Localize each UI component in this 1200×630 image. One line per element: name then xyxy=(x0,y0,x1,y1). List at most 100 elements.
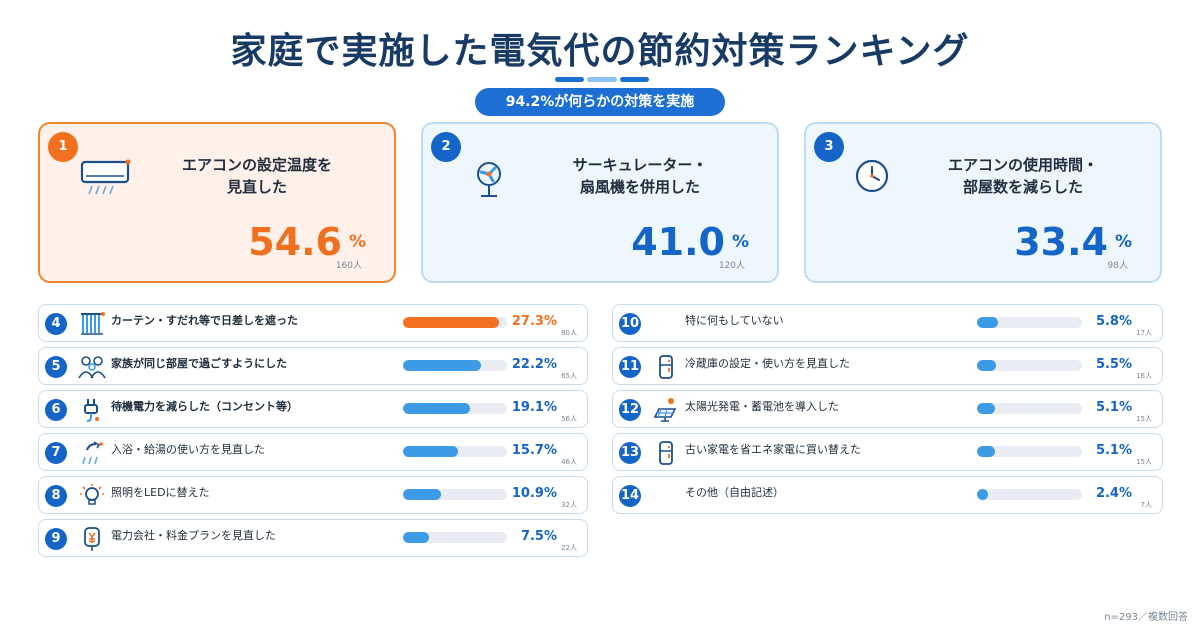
bar xyxy=(977,360,997,371)
bar xyxy=(977,403,996,414)
rank-badge: 5 xyxy=(45,356,67,378)
bar-track xyxy=(403,317,507,328)
rank-badge: 11 xyxy=(619,356,641,378)
percent-unit: % xyxy=(1114,232,1132,252)
respondent-count: 16人 xyxy=(1136,372,1152,380)
respondent-count: 15人 xyxy=(1136,458,1152,466)
rank-badge: 8 xyxy=(45,485,67,507)
bar-track xyxy=(403,360,507,371)
top-value: 54.6 xyxy=(248,220,342,264)
clock-icon xyxy=(855,159,889,193)
row-percent: 19.1% xyxy=(511,400,557,415)
top-value: 41.0 xyxy=(631,220,725,264)
row-percent: 7.5% xyxy=(520,529,557,544)
summary-badge: 94.2%が何らかの対策を実施 xyxy=(475,88,725,116)
bar xyxy=(403,489,442,500)
row-percent: 27.3% xyxy=(511,314,557,329)
row-label: 照明をLEDに替えた xyxy=(111,486,210,499)
solar-panel-icon xyxy=(653,398,677,422)
ranking-row: 14 その他（自由記述） 2.4% 7人 xyxy=(612,476,1163,514)
bar-track xyxy=(403,532,507,543)
respondent-count: 15人 xyxy=(1136,415,1152,423)
family-icon xyxy=(78,356,106,379)
respondent-count: 98人 xyxy=(1107,261,1128,271)
top-card-2: 2 サーキュレーター・ 扇風機を併用した 41.0 % 120人 xyxy=(421,122,779,283)
row-percent: 2.4% xyxy=(1095,486,1132,501)
yen-tag-icon xyxy=(84,527,100,551)
air-conditioner-icon xyxy=(80,159,131,195)
row-label: 電力会社・料金プランを見直した xyxy=(111,529,276,542)
top-card-1: 1 エアコンの設定温度を 見直した 54.6 % 160人 xyxy=(38,122,396,283)
row-label: 太陽光発電・蓄電池を導入した xyxy=(685,400,839,413)
row-label: その他（自由記述） xyxy=(685,486,784,499)
bar-track xyxy=(977,446,1082,457)
rank-badge: 12 xyxy=(619,399,641,421)
bar-track xyxy=(977,360,1082,371)
row-label: 古い家電を省エネ家電に買い替えた xyxy=(685,443,861,456)
respondent-count: 65人 xyxy=(561,372,577,380)
rank-badge: 4 xyxy=(45,313,67,335)
row-percent: 15.7% xyxy=(511,443,557,458)
top-label: エアコンの使用時間・ 部屋数を減らした xyxy=(947,156,1098,196)
respondent-count: 22人 xyxy=(561,544,577,552)
rank-badge: 6 xyxy=(45,399,67,421)
ranking-row: 4 カーテン・すだれ等で日差しを遮った 27.3% 80人 xyxy=(38,304,588,342)
rank-badge: 2 xyxy=(431,132,461,162)
bar-track xyxy=(403,489,507,500)
percent-unit: % xyxy=(348,232,366,252)
ranking-row: 13 古い家電を省エネ家電に買い替えた 5.1% 15人 xyxy=(612,433,1163,471)
ranking-row: 12 太陽光発電・蓄電池を導入した 5.1% 15人 xyxy=(612,390,1163,428)
row-label: 入浴・給湯の使い方を見直した xyxy=(111,443,265,456)
row-percent: 22.2% xyxy=(511,357,557,372)
respondent-count: 32人 xyxy=(561,501,577,509)
sample-size-note: n=293／複数回答 xyxy=(1104,612,1188,623)
respondent-count: 120人 xyxy=(718,261,745,271)
bar xyxy=(403,317,499,328)
bar-track xyxy=(403,446,507,457)
rank-badge: 1 xyxy=(48,132,78,162)
respondent-count: 46人 xyxy=(561,458,577,466)
percent-unit: % xyxy=(731,232,749,252)
shower-icon xyxy=(82,441,103,465)
top-card-3: 3 エアコンの使用時間・ 部屋数を減らした 33.4 % 98人 xyxy=(804,122,1162,283)
bar xyxy=(977,317,998,328)
row-label: 冷蔵庫の設定・使い方を見直した xyxy=(685,357,850,370)
rank-badge: 14 xyxy=(619,485,641,507)
light-bulb-icon xyxy=(80,484,104,505)
respondent-count: 160人 xyxy=(335,261,362,271)
row-label: 特に何もしていない xyxy=(685,314,784,327)
respondent-count: 17人 xyxy=(1136,329,1152,337)
bar-track xyxy=(977,403,1082,414)
row-label: 家族が同じ部屋で過ごすようにした xyxy=(111,357,288,370)
rank-badge: 10 xyxy=(619,313,641,335)
row-percent: 5.5% xyxy=(1095,357,1132,372)
ranking-row: 5 家族が同じ部屋で過ごすようにした 22.2% 65人 xyxy=(38,347,588,385)
bar-track xyxy=(977,317,1082,328)
ranking-row: 10 特に何もしていない 5.8% 17人 xyxy=(612,304,1163,342)
rank-badge: 9 xyxy=(45,528,67,550)
rank-badge: 7 xyxy=(45,442,67,464)
bar xyxy=(403,403,470,414)
ranking-row: 6 待機電力を減らした（コンセント等） 19.1% 56人 xyxy=(38,390,588,428)
fan-icon xyxy=(477,162,501,197)
ranking-row: 9 電力会社・料金プランを見直した 7.5% 22人 xyxy=(38,519,588,557)
bar xyxy=(403,360,481,371)
row-percent: 5.8% xyxy=(1095,314,1132,329)
bar xyxy=(403,446,459,457)
row-percent: 10.9% xyxy=(511,486,557,501)
ranking-row: 8 照明をLEDに替えた 10.9% 32人 xyxy=(38,476,588,514)
row-label: カーテン・すだれ等で日差しを遮った xyxy=(111,314,298,327)
respondent-count: 56人 xyxy=(561,415,577,423)
appliance-icon xyxy=(659,441,673,465)
top-label: サーキュレーター・ 扇風機を併用した xyxy=(572,156,708,196)
ranking-row: 7 入浴・給湯の使い方を見直した 15.7% 46人 xyxy=(38,433,588,471)
rank-badge: 3 xyxy=(814,132,844,162)
row-percent: 5.1% xyxy=(1095,400,1132,415)
row-label: 待機電力を減らした（コンセント等） xyxy=(111,400,298,413)
bar xyxy=(977,446,996,457)
plug-icon xyxy=(84,399,99,422)
respondent-count: 7人 xyxy=(1140,501,1152,509)
top-value: 33.4 xyxy=(1014,220,1108,264)
title-underline xyxy=(555,77,649,82)
bar-track xyxy=(403,403,507,414)
